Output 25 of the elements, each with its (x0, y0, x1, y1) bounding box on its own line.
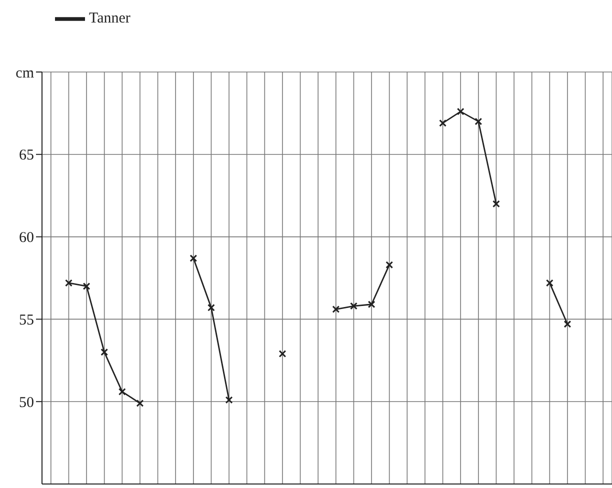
y-tick-label: 60 (19, 230, 34, 246)
point (368, 300, 376, 308)
point (65, 279, 72, 286)
point (208, 304, 215, 312)
y-tick-label: 55 (19, 312, 34, 329)
point (439, 120, 446, 127)
point (118, 388, 126, 396)
point (190, 254, 197, 262)
point (226, 396, 233, 404)
point (136, 400, 144, 407)
y-tick-label: 50 (19, 394, 34, 411)
point (100, 348, 108, 356)
y-tick-label: 65 (19, 148, 34, 164)
point (386, 261, 393, 268)
point (350, 302, 358, 310)
point (457, 108, 464, 116)
point (278, 350, 286, 358)
point (492, 200, 500, 208)
point (546, 279, 554, 286)
point (474, 118, 482, 125)
y-tick-label: cm (16, 65, 34, 82)
point (332, 306, 340, 313)
point (83, 282, 90, 290)
point (564, 320, 571, 328)
legend-label: Tanner (89, 10, 130, 26)
